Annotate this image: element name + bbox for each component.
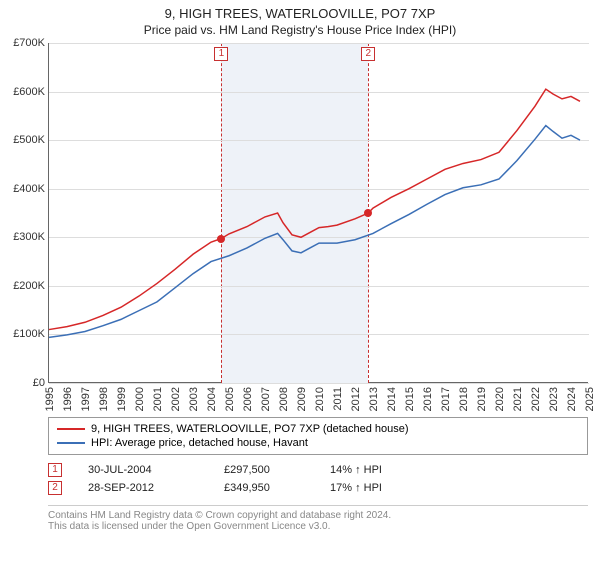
sale-price-1: £297,500 (224, 464, 304, 476)
sale-marker-box-2: 2 (361, 47, 375, 61)
x-tick-label: 1998 (98, 387, 110, 411)
x-tick-label: 2009 (296, 387, 308, 411)
x-tick-label: 2004 (206, 387, 218, 411)
legend-label-1: 9, HIGH TREES, WATERLOOVILLE, PO7 7XP (d… (91, 423, 409, 435)
x-tick-label: 1997 (80, 387, 92, 411)
chart-area: 12£0£100K£200K£300K£400K£500K£600K£700K1… (48, 43, 590, 413)
sale-num-1: 1 (48, 463, 62, 477)
x-tick-label: 2017 (440, 387, 452, 411)
y-tick-label: £400K (5, 183, 45, 195)
y-tick-label: £700K (5, 37, 45, 49)
x-tick-label: 2013 (368, 387, 380, 411)
x-tick-label: 1995 (44, 387, 56, 411)
footer-line-2: This data is licensed under the Open Gov… (48, 521, 588, 532)
footer: Contains HM Land Registry data © Crown c… (48, 505, 588, 532)
chart-container: 9, HIGH TREES, WATERLOOVILLE, PO7 7XP Pr… (0, 6, 600, 566)
y-tick-label: £200K (5, 280, 45, 292)
legend-row-1: 9, HIGH TREES, WATERLOOVILLE, PO7 7XP (d… (57, 422, 579, 436)
x-tick-label: 2006 (242, 387, 254, 411)
y-tick-label: £100K (5, 328, 45, 340)
legend-row-2: HPI: Average price, detached house, Hava… (57, 436, 579, 450)
y-tick-label: £500K (5, 134, 45, 146)
sale-row-2: 2 28-SEP-2012 £349,950 17% ↑ HPI (48, 479, 588, 497)
sale-date-2: 28-SEP-2012 (88, 482, 198, 494)
legend-swatch-1 (57, 428, 85, 430)
x-tick-label: 2025 (584, 387, 596, 411)
legend: 9, HIGH TREES, WATERLOOVILLE, PO7 7XP (d… (48, 417, 588, 455)
sale-marker-box-1: 1 (214, 47, 228, 61)
x-tick-label: 2007 (260, 387, 272, 411)
y-tick-label: £300K (5, 231, 45, 243)
chart-title: 9, HIGH TREES, WATERLOOVILLE, PO7 7XP (0, 6, 600, 21)
x-tick-label: 2014 (386, 387, 398, 411)
sale-num-2: 2 (48, 481, 62, 495)
x-tick-label: 2008 (278, 387, 290, 411)
x-tick-label: 2001 (152, 387, 164, 411)
x-tick-label: 2003 (188, 387, 200, 411)
plot-region: 12£0£100K£200K£300K£400K£500K£600K£700K1… (48, 43, 588, 383)
sale-date-1: 30-JUL-2004 (88, 464, 198, 476)
sale-price-2: £349,950 (224, 482, 304, 494)
x-tick-label: 2019 (476, 387, 488, 411)
sale-hpi-1: 14% ↑ HPI (330, 464, 382, 476)
x-tick-label: 2012 (350, 387, 362, 411)
x-tick-label: 1996 (62, 387, 74, 411)
x-tick-label: 2000 (134, 387, 146, 411)
sales-table: 1 30-JUL-2004 £297,500 14% ↑ HPI 2 28-SE… (48, 461, 588, 497)
x-tick-label: 2015 (404, 387, 416, 411)
x-tick-label: 2018 (458, 387, 470, 411)
x-tick-label: 2010 (314, 387, 326, 411)
x-tick-label: 2020 (494, 387, 506, 411)
legend-label-2: HPI: Average price, detached house, Hava… (91, 437, 308, 449)
x-tick-label: 2023 (548, 387, 560, 411)
sale-marker-dot-2 (364, 209, 372, 217)
x-tick-label: 2002 (170, 387, 182, 411)
x-tick-label: 2005 (224, 387, 236, 411)
footer-line-1: Contains HM Land Registry data © Crown c… (48, 510, 588, 521)
x-tick-label: 2011 (332, 387, 344, 411)
sale-marker-dot-1 (217, 235, 225, 243)
chart-subtitle: Price paid vs. HM Land Registry's House … (0, 23, 600, 37)
sale-row-1: 1 30-JUL-2004 £297,500 14% ↑ HPI (48, 461, 588, 479)
sale-hpi-2: 17% ↑ HPI (330, 482, 382, 494)
line-svg (49, 43, 589, 383)
x-tick-label: 2024 (566, 387, 578, 411)
legend-swatch-2 (57, 442, 85, 444)
y-tick-label: £600K (5, 86, 45, 98)
x-tick-label: 2016 (422, 387, 434, 411)
x-tick-label: 2022 (530, 387, 542, 411)
x-tick-label: 1999 (116, 387, 128, 411)
x-tick-label: 2021 (512, 387, 524, 411)
y-tick-label: £0 (5, 377, 45, 389)
